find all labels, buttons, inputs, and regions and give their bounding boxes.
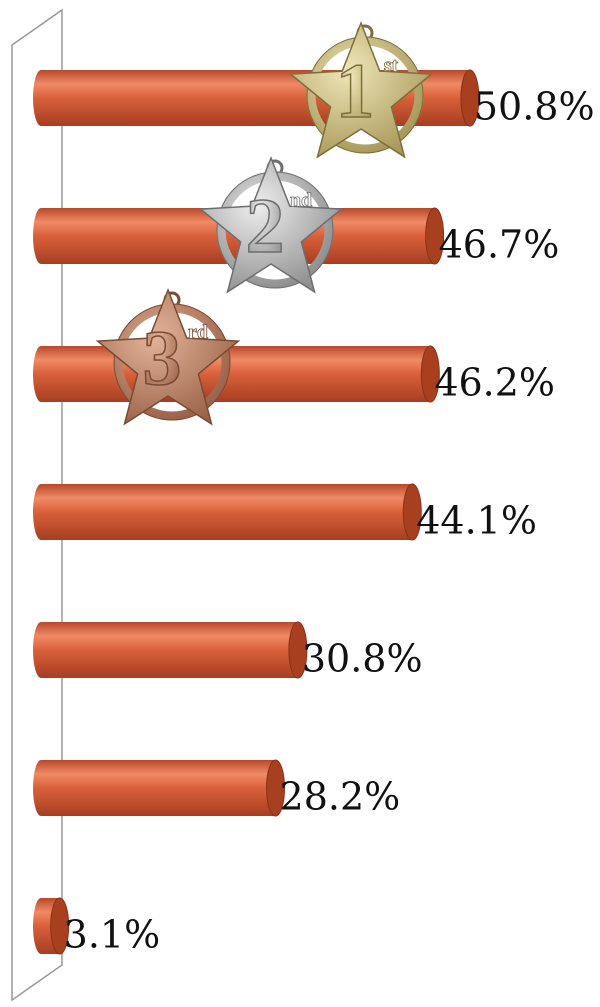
medal-numeral: 2	[246, 182, 285, 269]
medal-suffix: nd	[290, 190, 312, 212]
medal-suffix: rd	[188, 322, 208, 344]
medal: 1 st	[288, 20, 434, 159]
value-label: 46.2%	[434, 361, 555, 405]
value-label: 30.8%	[302, 637, 423, 681]
value-label: 44.1%	[416, 499, 537, 543]
bar-cap	[50, 897, 70, 955]
back-wall	[11, 8, 63, 1002]
bar	[33, 346, 431, 402]
medals: 1 st2 nd3 rd	[95, 20, 434, 426]
medal-star	[198, 155, 344, 294]
value-label: 3.1%	[64, 913, 161, 957]
value-label: 50.8%	[474, 85, 595, 129]
bar-cap	[420, 345, 440, 403]
bars	[33, 69, 480, 955]
medal: 3 rd	[95, 287, 241, 426]
bar	[33, 484, 413, 540]
bar-cap	[460, 69, 480, 127]
value-labels: 50.8% 46.7% 46.2% 44.1% 30.8% 28.2% 3.1%	[64, 85, 595, 957]
bar	[33, 760, 276, 816]
bar-cap	[288, 621, 308, 679]
medal-numeral: 3	[143, 314, 182, 401]
bar	[33, 622, 298, 678]
medal-star	[95, 287, 241, 426]
medal-star	[288, 20, 434, 159]
medal-suffix: st	[384, 55, 399, 77]
medal-numeral: 1	[336, 47, 375, 134]
bar-cap	[266, 759, 286, 817]
value-label: 46.7%	[439, 223, 560, 267]
bar-cap	[425, 207, 445, 265]
value-label: 28.2%	[280, 775, 401, 819]
bar-cap	[402, 483, 422, 541]
